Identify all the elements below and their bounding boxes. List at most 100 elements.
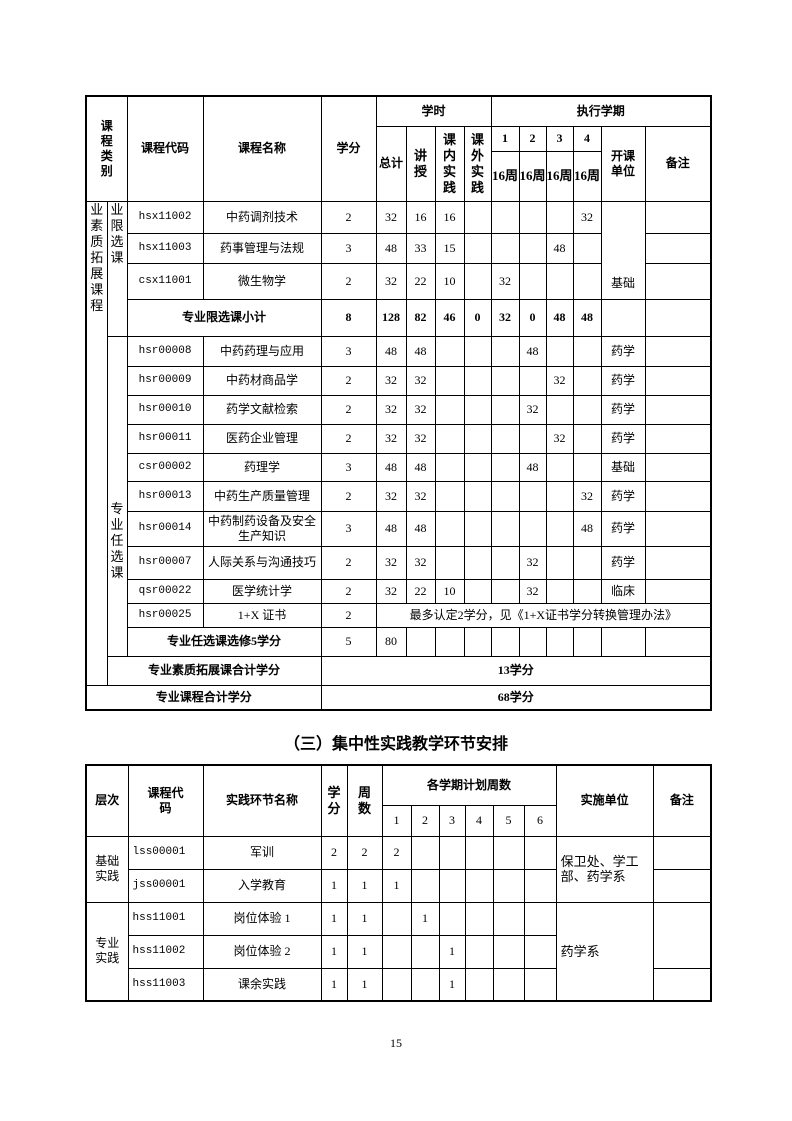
practice-semester-3: [438, 901, 466, 936]
course-credit: 2: [320, 578, 377, 604]
practice-code: hss11002: [127, 934, 204, 969]
hours-out-practice: [463, 365, 492, 396]
semester-hours-4: [572, 262, 602, 300]
table-row: 专业任选课 hsr00008 中药药理与应用 3 48 48 48 药学: [86, 335, 712, 657]
table-row: hsr00007 人际关系与沟通技巧 2 32 32 32 药学: [86, 545, 712, 580]
semester-hours-1: [490, 232, 520, 264]
practice-semester-6: [523, 967, 557, 1002]
empty-cell: [644, 626, 712, 657]
course-code: hsr00007: [126, 545, 204, 580]
header-semester-5: 5: [492, 804, 525, 837]
table-row: hsr00014 中药制药设备及安全生产知识 3 48 48 48 药学: [86, 510, 712, 547]
course-note: [644, 578, 712, 604]
practice-semester-5: [492, 835, 525, 870]
practice-note: [652, 868, 712, 903]
subtotal-semester-3: 48: [545, 298, 574, 337]
semester-hours-3: [545, 545, 574, 580]
course-credit: 2: [320, 365, 377, 396]
table-row: csr00002 药理学 3 48 48 48 基础: [86, 452, 712, 482]
practice-semester-6: [523, 868, 557, 903]
practice-credit: 1: [320, 934, 348, 969]
course-name: 中药生产质量管理: [202, 480, 322, 512]
hours-lecture: 48: [405, 510, 436, 547]
hours-total: 32: [375, 578, 407, 604]
hours-out-practice: [463, 394, 492, 425]
hours-in-practice: 15: [434, 232, 465, 264]
course-name: 药理学: [202, 452, 322, 482]
practice-note: [652, 967, 712, 1002]
header-semester-1: 1: [490, 125, 520, 152]
semester-hours-4: 32: [572, 480, 602, 512]
hours-total: 48: [375, 335, 407, 367]
course-code: hsr00014: [126, 510, 204, 547]
semester-hours-4: [572, 232, 602, 264]
course-name: 药学文献检索: [202, 394, 322, 425]
semester-hours-4: 48: [572, 510, 602, 547]
table-row: jss00001 入学教育 1 1 1: [86, 868, 712, 903]
hours-total: 48: [375, 510, 407, 547]
table-row: 层次 课程代码 实践环节名称 学分 周数 各学期计划周数 实施单位 备注: [85, 764, 712, 837]
practice-level: 基础实践: [85, 835, 129, 903]
table-row: 基础实践 lss00001 军训 2 2 2 保卫处、学工部、药学系: [85, 835, 712, 903]
course-credit: 2: [320, 200, 377, 234]
hours-lecture: 32: [405, 394, 436, 425]
hours-in-practice: 10: [434, 578, 465, 604]
hours-lecture: 32: [405, 480, 436, 512]
header-lecture: 讲授: [405, 125, 436, 202]
subtotal-total: 128: [375, 298, 407, 337]
hours-total: 48: [375, 232, 407, 264]
semester-hours-1: [490, 452, 520, 482]
hours-total: 32: [375, 200, 407, 234]
practice-semester-1: [381, 901, 412, 936]
course-note: [644, 232, 712, 264]
subtotal-semester-2: 0: [518, 298, 547, 337]
header-code: 课程代码: [127, 764, 204, 837]
semester-hours-4: [572, 578, 602, 604]
semester-hours-3: [545, 510, 574, 547]
practice-weeks: 2: [346, 835, 383, 870]
hours-in-practice: [434, 365, 465, 396]
practice-credit: 1: [320, 901, 348, 936]
course-name: 1+X 证书: [202, 602, 322, 628]
table-row: 16周 16周 16周 16周: [86, 150, 711, 202]
major-total-value: 68学分: [320, 684, 712, 711]
header-credit: 学分: [320, 95, 377, 202]
empty-cell: [463, 626, 492, 657]
course-credit: 3: [320, 452, 377, 482]
header-code: 课程代码: [126, 95, 204, 202]
subtotal-semester-4: 48: [572, 298, 602, 337]
course-code: hsx11003: [126, 232, 204, 264]
table-row: hsr00009 中药材商品学 2 32 32 32 药学: [86, 365, 712, 396]
subtotal-total: 80: [375, 626, 407, 657]
header-semester-3: 3: [545, 125, 574, 152]
hours-lecture: 48: [405, 335, 436, 367]
course-name: 中药药理与应用: [202, 335, 322, 367]
practice-semester-2: [410, 967, 440, 1002]
hours-total: 32: [375, 262, 407, 300]
practice-semester-4: [464, 901, 494, 936]
course-note: [644, 545, 712, 580]
header-semester-4: 4: [464, 804, 494, 837]
hours-in-practice: [434, 480, 465, 512]
empty-cell: [572, 626, 602, 657]
header-weeks: 周数: [346, 764, 383, 837]
practice-unit: 保卫处、学工部、药学系: [555, 835, 654, 903]
practice-name: 课余实践: [202, 967, 322, 1002]
hours-total: 32: [375, 480, 407, 512]
semester-hours-1: [490, 365, 520, 396]
hours-lecture: 16: [405, 200, 436, 234]
major-total-label: 专业课程合计学分: [85, 684, 322, 711]
header-out-practice: 课外实践: [463, 125, 492, 202]
hours-in-practice: [434, 394, 465, 425]
table-row: hsx11003 药事管理与法规 3 48 33 15 48: [86, 232, 712, 264]
course-note: [644, 480, 712, 512]
header-weeks: 16周: [490, 150, 520, 202]
practice-table: 层次 课程代码 实践环节名称 学分 周数 各学期计划周数 实施单位 备注 1 2 3 4 5 6 基础实践 l…: [85, 764, 713, 1002]
table-row: 专业任选课选修5学分 5 80: [86, 626, 712, 657]
course-name: 医药企业管理: [202, 423, 322, 454]
course-note: [644, 262, 712, 300]
practice-credit: 2: [320, 835, 348, 870]
course-code: hsr00008: [126, 335, 204, 367]
header-semester-2: 2: [518, 125, 547, 152]
empty-cell: [518, 626, 547, 657]
